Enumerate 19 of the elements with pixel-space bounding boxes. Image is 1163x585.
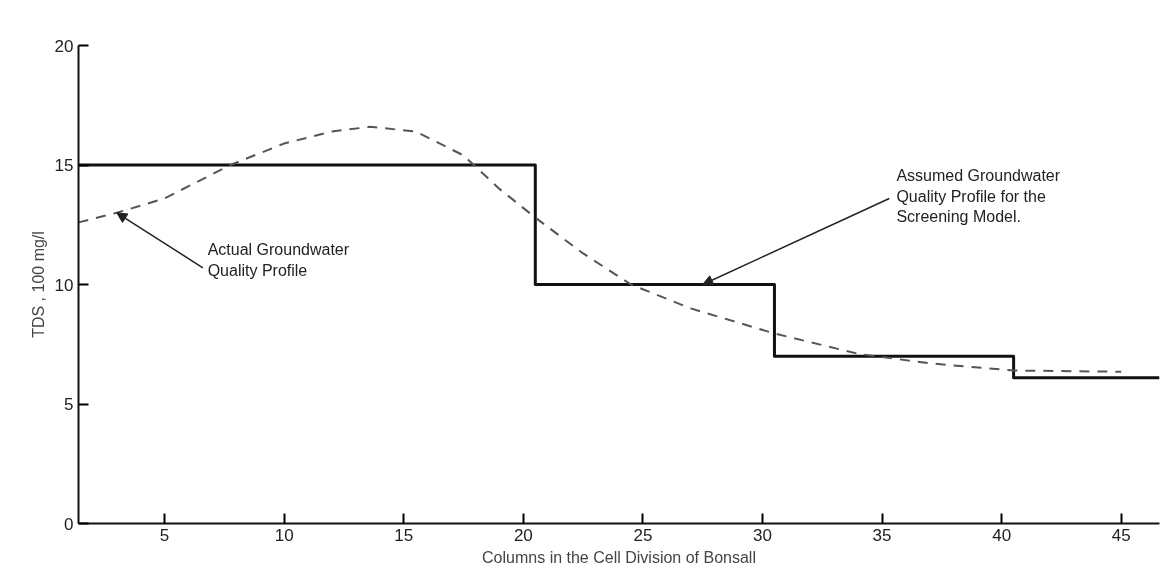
y-tick-label: 10 bbox=[54, 275, 74, 295]
y-tick-label: 5 bbox=[64, 395, 74, 414]
y-tick-label: 0 bbox=[64, 514, 74, 534]
x-tick-label: 35 bbox=[872, 525, 892, 545]
x-tick-label: 30 bbox=[753, 525, 772, 545]
x-tick-label: 20 bbox=[513, 525, 533, 545]
x-tick-label: 15 bbox=[394, 525, 414, 545]
x-axis-title: Columns in the Cell Division of Bonsall bbox=[482, 548, 756, 566]
y-axis-title: TDS , 100 mg/l bbox=[29, 231, 47, 338]
x-tick-label: 25 bbox=[633, 525, 653, 545]
x-tick-label: 10 bbox=[274, 525, 294, 545]
annotation: Actual Groundwater Quality Profile bbox=[207, 241, 350, 279]
line-series bbox=[78, 125, 1123, 373]
annotation: Assumed Groundwater Quality Profile for the Screening Model. bbox=[896, 167, 1061, 226]
x-tick-label: 45 bbox=[1111, 525, 1131, 545]
x-tick-label: 5 bbox=[159, 525, 170, 545]
x-tick-label: 40 bbox=[992, 525, 1012, 545]
y-tick-label: 15 bbox=[54, 156, 74, 175]
y-tick-label: 20 bbox=[54, 36, 74, 56]
